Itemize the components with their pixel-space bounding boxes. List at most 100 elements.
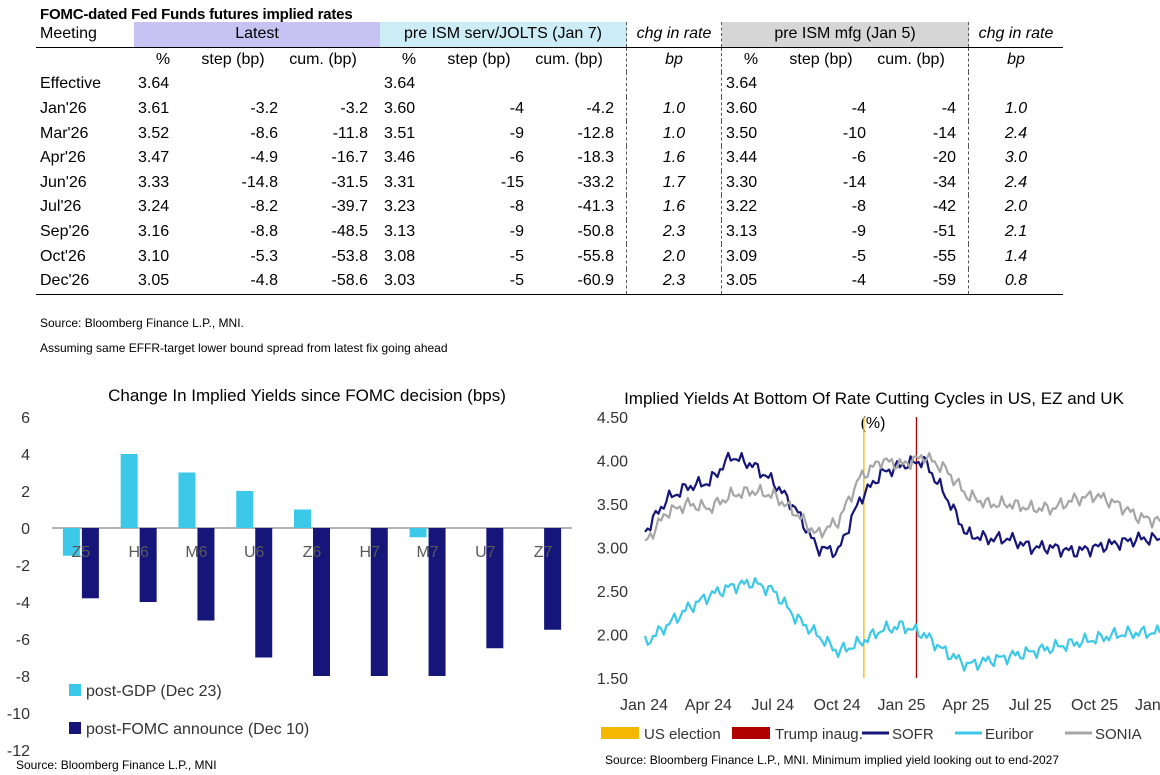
y-tick-label: 1.50 xyxy=(597,671,628,688)
y-unit-label: (%) xyxy=(861,415,886,432)
y-tick-label: -6 xyxy=(16,632,30,649)
y-tick-label: 2.50 xyxy=(597,584,628,601)
table-cell: -4 xyxy=(866,96,969,122)
bar-post-gdp xyxy=(236,491,254,528)
table-cell: -5 xyxy=(434,268,524,295)
table-row: Jul'26 3.24 -8.2 -39.7 3.23 -8 -41.3 1.6 3.22 -8-… xyxy=(36,195,1063,220)
euribor-line xyxy=(643,577,1160,672)
bar-chart-title: Change In Implied Yields since FOMC deci… xyxy=(108,386,506,405)
table-cell: -59 xyxy=(866,268,969,295)
legend-trump-inaug-label: Trump inaug. xyxy=(775,726,863,743)
table-cell: 3.64 xyxy=(384,75,416,93)
table-row: Apr'26 3.47 -4.9 -16.7 3.46 -6 -18.3 1.6 3.44 -6-… xyxy=(36,145,1063,171)
table-cell xyxy=(434,72,524,97)
y-tick-label: 2 xyxy=(21,484,30,501)
table-cell: 3.52 xyxy=(138,124,170,142)
legend-us-election-label: US election xyxy=(644,726,721,743)
table-cell: -4 xyxy=(509,100,524,118)
x-tick-label: Jan 26 xyxy=(1135,697,1160,714)
x-tick-label: U7 xyxy=(475,544,496,561)
table-cell: 1.4 xyxy=(1004,247,1028,265)
table-row: Mar'26 3.52 -8.6 -11.8 3.51 -9 -12.8 1.0 3.50 -10… xyxy=(36,121,1063,146)
table-cell: -8.8 xyxy=(250,223,278,241)
line-chart-title: Implied Yields At Bottom Of Rate Cutting… xyxy=(624,389,1124,408)
table-cell: -33.2 xyxy=(524,170,627,196)
table-cell: -8.2 xyxy=(250,198,278,216)
x-tick-label: Apr 24 xyxy=(685,697,732,714)
table-cell: 3.31 xyxy=(384,173,416,191)
table-cell: -15 xyxy=(500,173,524,191)
table-row: Effective 3.64 3.64 3.64 xyxy=(36,72,1063,97)
x-tick-label: U6 xyxy=(244,544,265,561)
legend-swatch-post-gdp xyxy=(69,684,81,696)
sonia-line xyxy=(644,452,1160,542)
table-cell: 1.0 xyxy=(1004,100,1028,118)
table-cell: 2.3 xyxy=(626,219,722,245)
table-cell: 3.10 xyxy=(138,247,170,265)
bar-post-gdp xyxy=(409,528,427,538)
meeting-cell: Apr'26 xyxy=(40,149,86,167)
table-cell: 1.0 xyxy=(626,96,722,122)
legend-euribor-label: Euribor xyxy=(985,726,1033,743)
bar-post-gdp xyxy=(120,454,138,528)
table-cell: -8 xyxy=(509,198,524,216)
table-cell: -3.2 xyxy=(250,100,278,118)
table-cell: -4.8 xyxy=(188,268,278,295)
y-tick-label: 4.00 xyxy=(597,454,628,471)
table-cell: -4 xyxy=(776,268,866,295)
table-cell: -5 xyxy=(509,247,524,265)
group-chg-2: chg in rate xyxy=(968,22,1063,48)
table-subheader: % step (bp) cum. (bp) % step (bp) cum. (… xyxy=(36,47,1063,73)
legend-trump-inaug-swatch xyxy=(732,727,770,739)
table-cell: -41.3 xyxy=(524,195,627,220)
bar-post-fomc xyxy=(486,528,504,649)
bar-post-fomc xyxy=(428,528,446,676)
table-cell: 3.09 xyxy=(726,247,758,265)
table-cell: 3.60 xyxy=(726,100,758,118)
sub-bp: bp xyxy=(626,47,722,73)
x-tick-label: M7 xyxy=(416,544,438,561)
line-chart-source: Source: Bloomberg Finance L.P., MNI. Min… xyxy=(605,753,1059,767)
table-cell: 1.0 xyxy=(626,121,722,146)
table-cell: 1.7 xyxy=(626,170,722,196)
table-cell xyxy=(626,72,722,97)
table-cell: 3.60 xyxy=(384,100,416,118)
table-row: Oct'26 3.10 -5.3 -53.8 3.08 -5 -55.8 2.0 3.09 -5-… xyxy=(36,244,1063,269)
table-cell: -53.8 xyxy=(331,247,368,265)
table-cell: 3.44 xyxy=(726,149,758,167)
table-cell: -4.9 xyxy=(250,149,278,167)
sub-step: step (bp) xyxy=(447,50,511,68)
y-tick-label: 0 xyxy=(21,521,30,538)
x-tick-label: Z6 xyxy=(303,544,322,561)
legend-sonia-label: SONIA xyxy=(1095,726,1142,743)
table-cell: -42 xyxy=(866,195,969,220)
bar-post-fomc xyxy=(370,528,388,676)
table-note: Assuming same EFFR-target lower bound sp… xyxy=(40,341,448,355)
meeting-cell: Sep'26 xyxy=(40,223,90,241)
x-tick-label: Z5 xyxy=(72,544,91,561)
meeting-cell: Jan'26 xyxy=(40,100,87,118)
table-row: Dec'26 3.05 -4.8 -58.6 3.03 -5 -60.9 2.3 3.05 -4-… xyxy=(36,268,1063,295)
sofr-line xyxy=(644,451,1160,559)
x-tick-label: Jan 25 xyxy=(877,697,925,714)
table-cell: -50.8 xyxy=(524,219,627,245)
table-cell: -58.6 xyxy=(278,268,380,295)
x-tick-label: H7 xyxy=(360,544,381,561)
sub-bp: bp xyxy=(1007,50,1025,68)
table-cell: 3.46 xyxy=(384,149,416,167)
bar-post-fomc xyxy=(313,528,330,676)
table-cell: 1.6 xyxy=(626,195,722,220)
table-cell: -20 xyxy=(866,145,969,171)
meeting-cell: Dec'26 xyxy=(36,268,134,295)
sub-pct: % xyxy=(401,50,417,68)
table-cell: 3.0 xyxy=(1004,149,1028,167)
y-tick-label: 4 xyxy=(21,447,30,464)
table-cell xyxy=(866,72,969,97)
table-cell: 2.4 xyxy=(1004,173,1028,191)
table-cell: 3.22 xyxy=(726,198,758,216)
table-cell: 2.0 xyxy=(1004,198,1028,216)
table-cell: 3.08 xyxy=(384,247,416,265)
table-cell: -8 xyxy=(851,198,866,216)
table-cell: 2.3 xyxy=(626,268,722,295)
x-tick-label: H6 xyxy=(128,544,149,561)
